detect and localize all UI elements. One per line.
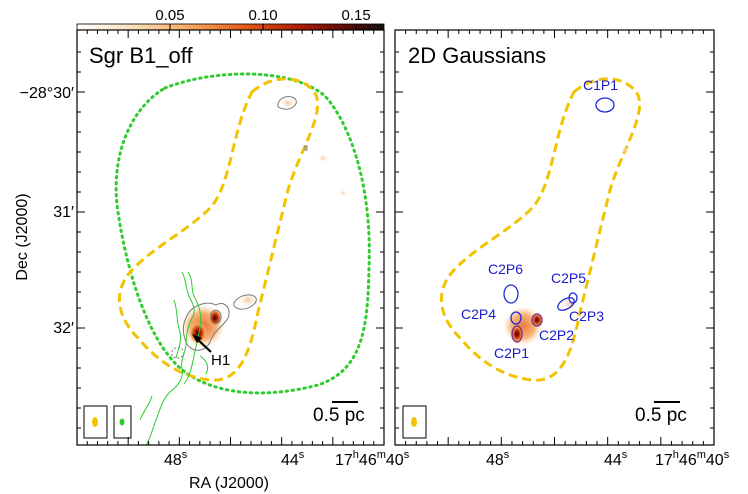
green-contour-3 [173, 299, 181, 359]
green-contour-4 [199, 355, 209, 375]
colorbar: 0.05 0.10 0.15 [76, 7, 385, 31]
h1-label: H1 [211, 352, 230, 369]
right-emission-core-1 [511, 325, 523, 343]
ytick-label-32: 32′ [53, 320, 74, 337]
gaussian-c2p2 [531, 313, 543, 327]
label-c2p4: C2P4 [461, 306, 496, 322]
right-yellow-dashed-contour [440, 77, 641, 382]
ytick-label-30: −28°30′ [20, 85, 74, 102]
beam-ellipse-1 [92, 417, 98, 427]
colorbar-tick-label: 0.10 [248, 7, 277, 24]
emission-faint-b [318, 154, 328, 162]
right-scalebar-label: 0.5 pc [635, 405, 687, 426]
right-panel-frame [394, 29, 715, 446]
ytick-label-31: 31′ [53, 204, 74, 221]
left-scalebar-label: 0.5 pc [313, 405, 365, 426]
gaussian-c2p3 [557, 297, 575, 311]
grey-contour-core-inner [210, 309, 222, 324]
colorbar-tick-label: 0.05 [155, 7, 184, 24]
label-c2p5: C2P5 [551, 270, 586, 286]
gaussian-c2p4 [510, 311, 522, 325]
emission-faint-top [280, 97, 296, 109]
xtick-left-174640: 17h46m40s [335, 449, 410, 469]
right-axis-ticks [395, 30, 714, 445]
label-c2p2: C2P2 [539, 327, 574, 343]
xtick-right-174640: 17h46m40s [655, 449, 730, 469]
colorbar-tick-label: 0.15 [341, 7, 370, 24]
colorbar-ticks: 0.05 0.10 0.15 [155, 7, 371, 30]
gaussian-c2p6 [503, 284, 519, 304]
green-contour-1 [145, 271, 195, 445]
grey-contour-dashed [171, 347, 185, 359]
emission-faint-c [339, 190, 347, 196]
label-c2p3: C2P3 [569, 308, 604, 324]
grey-contour-right [233, 294, 257, 310]
grey-contour-core [182, 302, 230, 351]
label-c1p1: C1P1 [583, 77, 618, 93]
y-axis-label: Dec (J2000) [14, 193, 31, 280]
xtick-left-44: 44s [281, 449, 305, 469]
xtick-left-48: 48s [164, 449, 188, 469]
right-beam-ellipse [411, 417, 417, 427]
beam-ellipse-2 [119, 418, 125, 426]
yellow-dashed-contour [118, 77, 319, 382]
x-axis-label: RA (J2000) [189, 475, 269, 492]
right-panel: 2D Gaussians C1P1 C2P6 C2P5 C2P4 C2P3 C2… [394, 29, 715, 446]
h1-arrow-head [192, 334, 202, 343]
gaussian-c1p1 [595, 97, 615, 113]
green-contour-2 [183, 271, 202, 385]
right-emission-core-2 [531, 313, 543, 327]
xtick-right-48: 48s [486, 449, 510, 469]
label-c2p1: C2P1 [494, 345, 529, 361]
gaussian-c2p1 [511, 325, 523, 343]
grey-contour-top [277, 96, 297, 110]
grey-contour-small [304, 145, 308, 151]
emission-core-1 [189, 322, 207, 344]
left-panel-title: Sgr B1_off [89, 43, 193, 68]
left-axis-ticks [77, 30, 384, 445]
green-contour-5 [139, 395, 153, 421]
xtick-right-44: 44s [604, 449, 628, 469]
green-dotted-contour [114, 72, 371, 395]
right-panel-title: 2D Gaussians [408, 43, 546, 68]
left-panel: Sgr B1_off H1 0.5 pc [76, 29, 385, 446]
right-emission-faint-b [621, 147, 629, 153]
label-c2p6: C2P6 [488, 261, 523, 277]
